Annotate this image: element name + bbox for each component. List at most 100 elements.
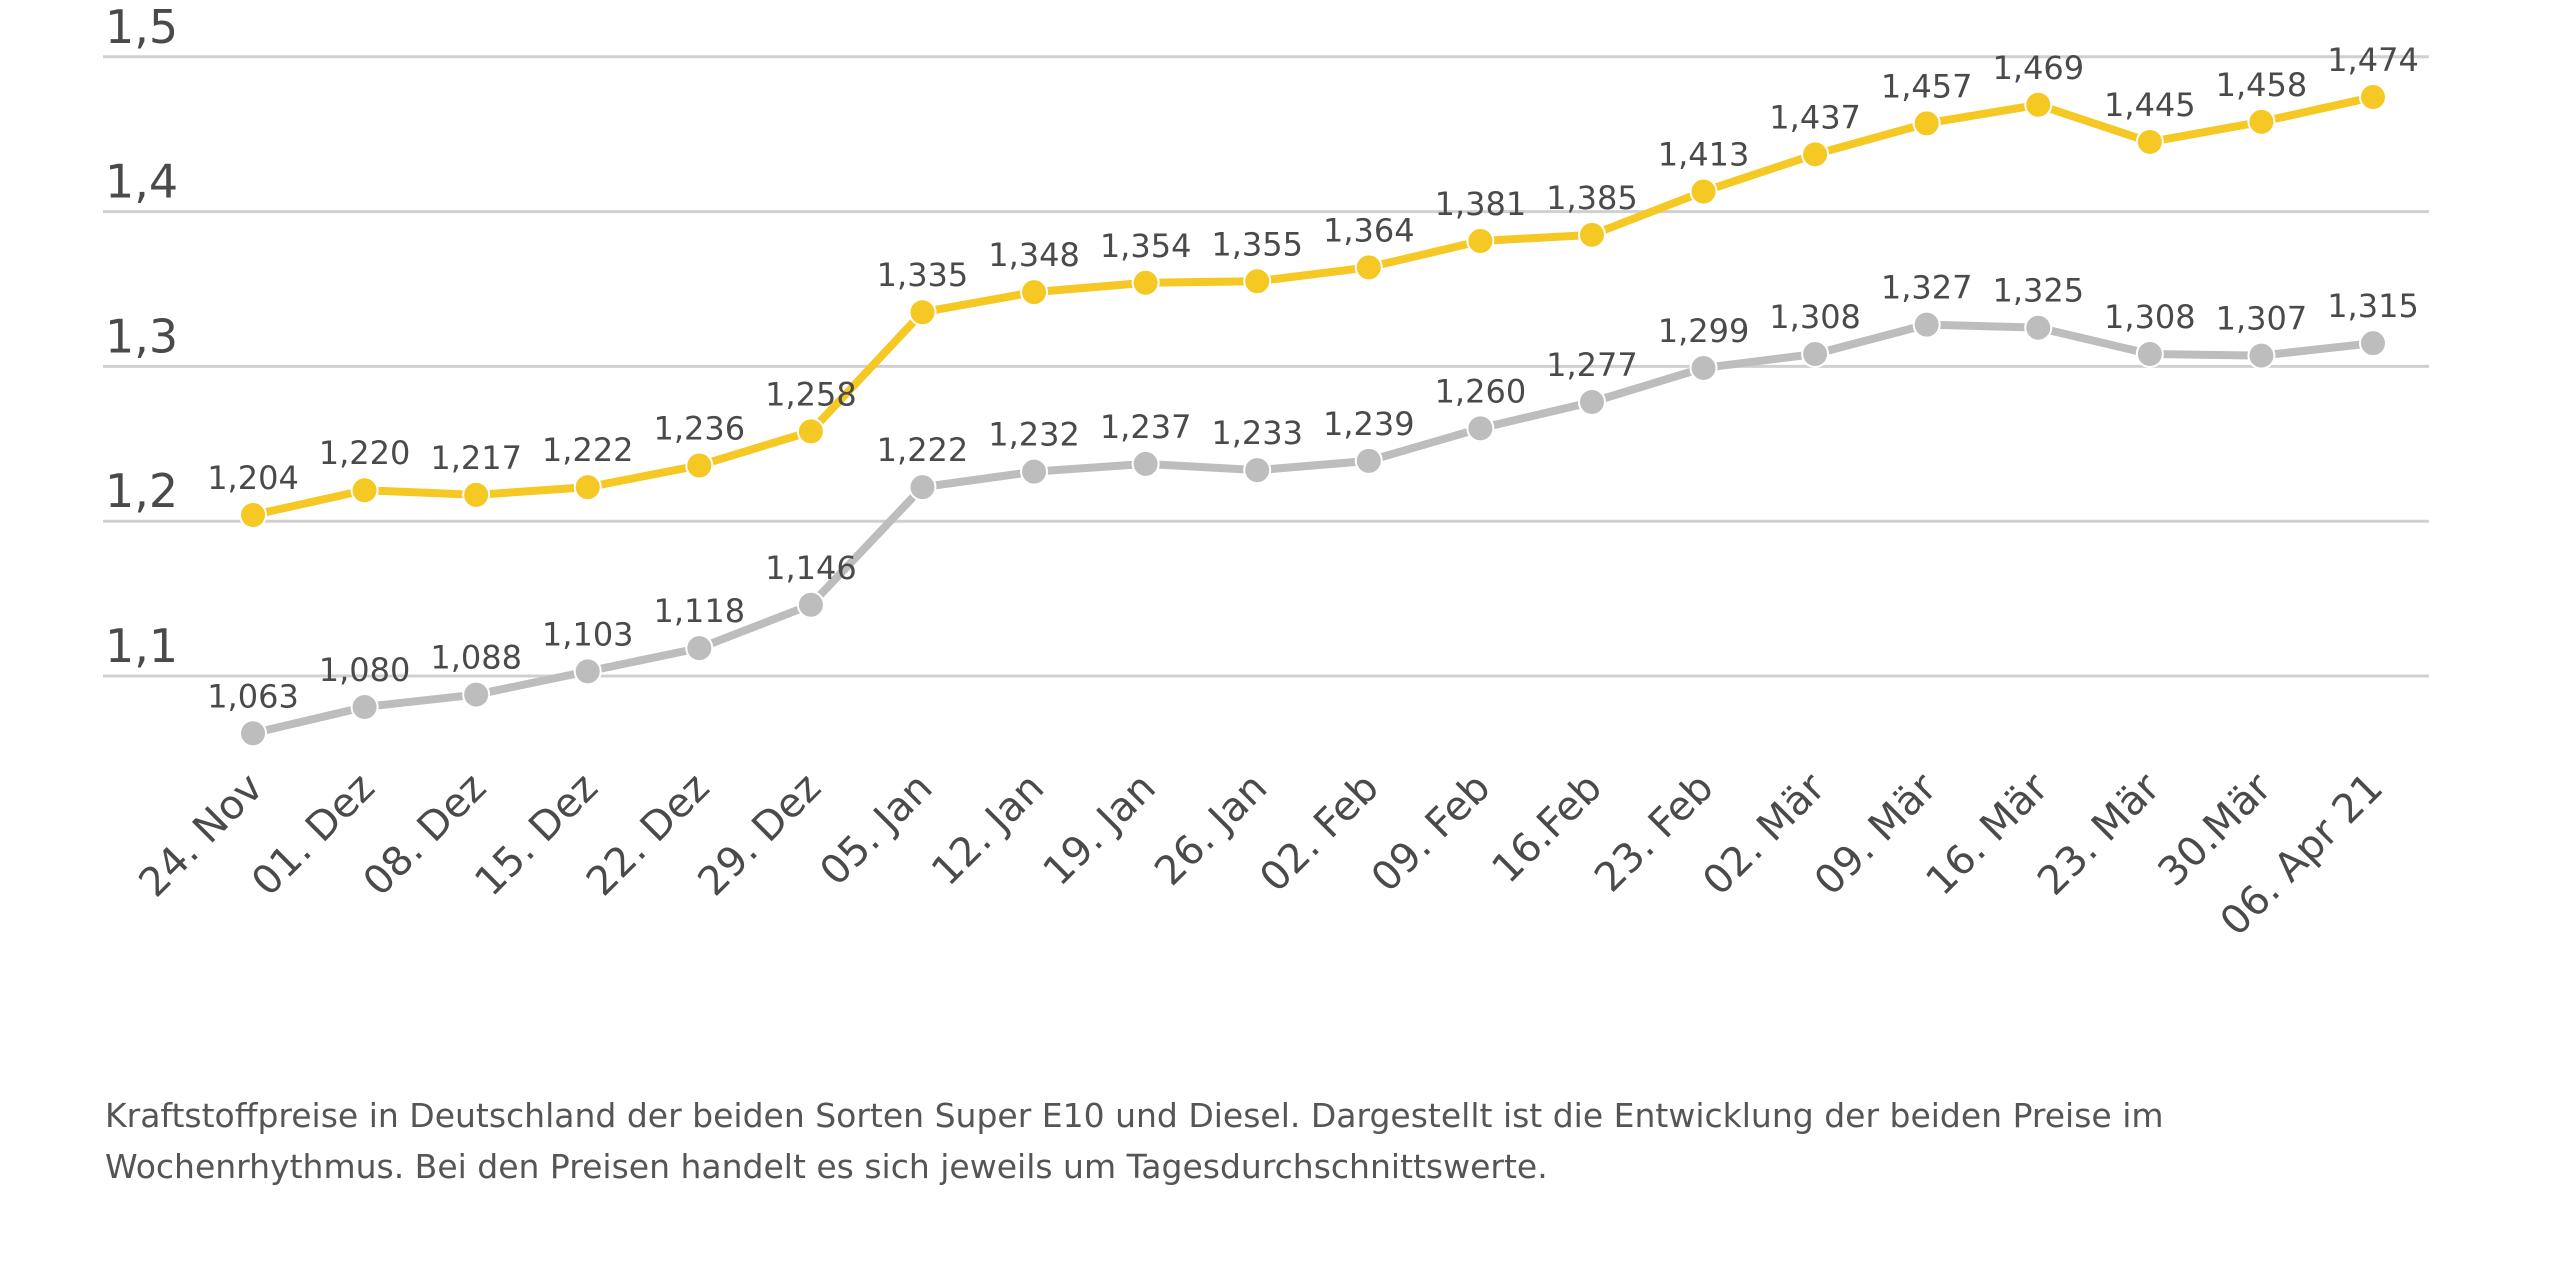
data-point	[350, 476, 379, 505]
data-point	[1243, 267, 1272, 296]
data-point	[1689, 353, 1718, 382]
data-label: 1,364	[1323, 211, 1415, 249]
data-point	[908, 473, 937, 502]
data-point	[1801, 140, 1830, 169]
x-tick-label: 01. Dez	[243, 765, 384, 906]
series-line-diesel	[252, 320, 2374, 738]
data-label: 1,348	[988, 236, 1080, 274]
y-tick-label: 1,3	[105, 309, 178, 363]
data-point	[1020, 278, 1049, 307]
data-label: 1,457	[1881, 67, 1973, 105]
data-label: 1,222	[877, 431, 969, 469]
data-label: 1,232	[988, 416, 1080, 454]
x-tick-label: 16. Mär	[1917, 764, 2057, 904]
data-point	[1243, 456, 1272, 485]
data-label: 1,103	[542, 615, 634, 653]
x-tick-label: 23. Mär	[2029, 764, 2169, 904]
x-tick-label: 29. Dez	[689, 765, 830, 906]
data-point	[2135, 127, 2164, 156]
data-label: 1,327	[1881, 269, 1973, 307]
data-point	[573, 657, 602, 686]
data-point	[1020, 457, 1049, 486]
data-label: 1,381	[1435, 185, 1527, 223]
x-tick-label: 22. Dez	[578, 765, 719, 906]
x-tick-label: 24. Nov	[130, 765, 272, 907]
data-point	[1689, 177, 1718, 206]
data-point	[1577, 220, 1606, 249]
x-tick-label: 05. Jan	[811, 765, 941, 895]
data-label: 1,080	[319, 651, 411, 689]
data-point	[1577, 388, 1606, 417]
data-point	[1912, 109, 1941, 138]
data-label: 1,063	[207, 677, 299, 715]
data-label: 1,315	[2327, 287, 2419, 325]
data-label: 1,220	[319, 434, 411, 472]
x-tick-label: 08. Dez	[355, 765, 496, 906]
x-tick-label: 02. Mär	[1694, 764, 1834, 904]
y-tick-label: 1,5	[105, 0, 178, 54]
data-point	[350, 692, 379, 721]
data-point	[2359, 83, 2387, 112]
data-label: 1,239	[1323, 405, 1415, 443]
y-tick-label: 1,4	[105, 155, 178, 209]
data-point	[2135, 340, 2164, 369]
data-point	[908, 298, 937, 327]
data-point	[685, 451, 714, 480]
x-tick-label: 09. Feb	[1363, 765, 1500, 902]
data-label: 1,445	[2104, 86, 2196, 124]
data-label: 1,217	[430, 439, 522, 477]
data-label: 1,088	[430, 639, 522, 677]
data-label: 1,355	[1211, 225, 1303, 263]
data-point	[2247, 341, 2276, 370]
data-point	[1131, 268, 1160, 297]
data-point	[462, 680, 491, 709]
data-point	[462, 480, 491, 509]
data-label: 1,146	[765, 549, 857, 587]
data-label: 1,354	[1100, 227, 1192, 265]
x-tick-label: 02. Feb	[1251, 765, 1388, 902]
y-tick-label: 1,1	[105, 619, 178, 673]
data-label: 1,237	[1100, 408, 1192, 446]
chart-caption: Kraftstoffpreise in Deutschland der beid…	[105, 1096, 2164, 1186]
data-point	[573, 473, 602, 502]
data-point	[239, 719, 267, 748]
data-label: 1,308	[1769, 298, 1861, 336]
data-point	[2359, 329, 2387, 358]
data-label: 1,277	[1546, 346, 1638, 384]
data-point	[1466, 227, 1495, 256]
data-point	[1354, 446, 1383, 475]
x-tick-label: 19. Jan	[1035, 765, 1165, 895]
data-point	[685, 634, 714, 663]
data-label: 1,325	[1992, 272, 2084, 310]
data-label: 1,307	[2216, 300, 2308, 338]
data-point	[239, 501, 267, 530]
data-point	[1801, 340, 1830, 369]
data-point	[2024, 90, 2053, 119]
data-point	[1131, 449, 1160, 478]
data-point	[2247, 107, 2276, 136]
data-label: 1,469	[1992, 49, 2084, 87]
data-label: 1,236	[654, 409, 746, 447]
y-tick-label: 1,2	[105, 464, 178, 518]
data-label: 1,118	[654, 592, 746, 630]
data-label: 1,335	[877, 256, 969, 294]
data-point	[1354, 253, 1383, 282]
x-tick-label: 09. Mär	[1806, 764, 1946, 904]
data-label: 1,458	[2216, 66, 2308, 104]
data-label: 1,437	[1769, 98, 1861, 136]
data-label: 1,413	[1658, 135, 1750, 173]
data-label: 1,299	[1658, 312, 1750, 350]
data-point	[1912, 310, 1941, 339]
data-label: 1,258	[765, 375, 857, 413]
series-line-super-e10	[252, 93, 2374, 519]
data-label: 1,308	[2104, 298, 2196, 336]
data-point	[796, 590, 825, 619]
data-label: 1,474	[2327, 41, 2419, 79]
x-tick-label: 12. Jan	[923, 765, 1053, 895]
x-tick-label: 15. Dez	[466, 765, 607, 906]
data-label: 1,260	[1435, 372, 1527, 410]
data-label: 1,222	[542, 431, 634, 469]
data-point	[796, 417, 825, 446]
data-label: 1,385	[1546, 179, 1638, 217]
